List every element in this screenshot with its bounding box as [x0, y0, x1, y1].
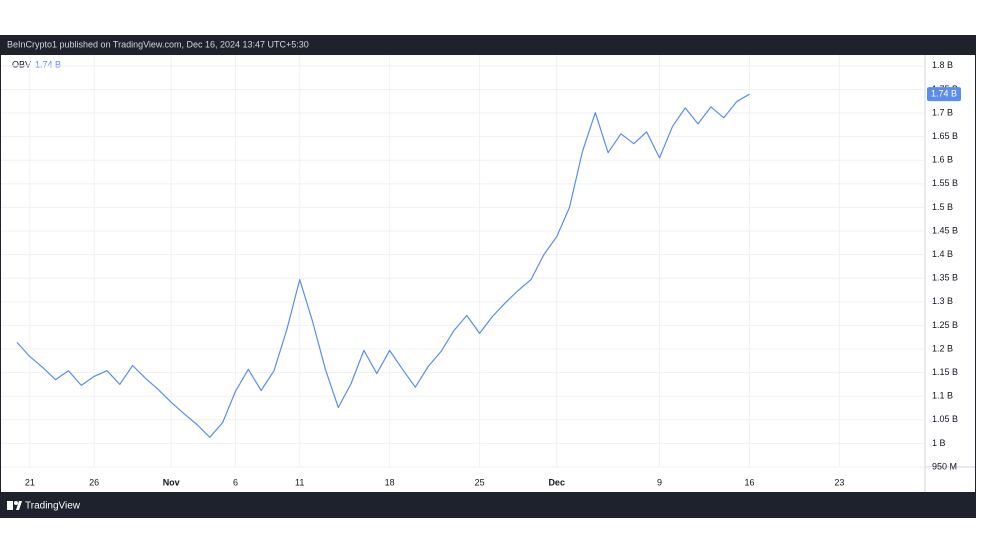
y-tick-label: 1.1 B	[932, 391, 953, 401]
y-tick-label: 1 B	[932, 438, 946, 448]
x-tick-label: 18	[385, 477, 395, 487]
x-tick-label: 26	[89, 477, 99, 487]
x-tick-label: 21	[25, 477, 35, 487]
grid	[1, 55, 925, 468]
y-tick-label: 1.25 B	[932, 320, 958, 330]
y-tick-label: 1.3 B	[932, 296, 953, 306]
published-note: BeInCrypto1 published on TradingView.com…	[7, 39, 309, 49]
x-tick-label: 25	[475, 477, 485, 487]
x-tick-label: Nov	[163, 477, 180, 487]
y-tick-label: 1.8 B	[932, 60, 953, 70]
x-tick-label: 6	[233, 477, 238, 487]
y-tick-label: 1.7 B	[932, 107, 953, 117]
x-tick-label: 9	[657, 477, 662, 487]
y-tick-label: 1.4 B	[932, 249, 953, 259]
x-tick-label: 16	[744, 477, 754, 487]
last-value-label: 1.74 B	[931, 89, 957, 99]
x-tick-label: 23	[834, 477, 844, 487]
chart-area	[1, 55, 975, 492]
y-tick-label: 1.65 B	[932, 131, 958, 141]
y-tick-label: 1.15 B	[932, 367, 958, 377]
x-tick-label: 11	[295, 477, 304, 487]
y-tick-label: 950 M	[932, 461, 957, 471]
y-tick-label: 1.55 B	[932, 178, 958, 188]
y-tick-label: 1.45 B	[932, 225, 958, 235]
y-tick-label: 1.2 B	[932, 343, 953, 353]
brand: TradingView	[25, 501, 81, 512]
y-tick-label: 1.35 B	[932, 273, 958, 283]
y-tick-label: 1.5 B	[932, 202, 953, 212]
last-value-badge	[927, 87, 961, 102]
x-tick-label: Dec	[548, 477, 565, 487]
legend-name: OBV	[12, 59, 31, 69]
legend-value: 1.74 B	[35, 59, 61, 69]
series-line	[16, 93, 750, 438]
y-tick-label: 1.6 B	[932, 155, 953, 165]
y-tick-label: 1.05 B	[932, 414, 958, 424]
logo	[7, 501, 22, 510]
